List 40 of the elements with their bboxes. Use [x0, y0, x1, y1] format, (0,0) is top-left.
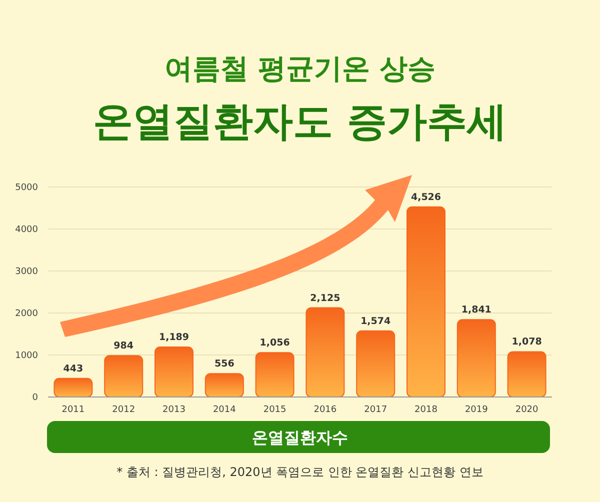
- data-label: 1,574: [360, 316, 392, 327]
- bar: [255, 352, 294, 398]
- chart-subtitle: 온열질환자도 증가추세: [93, 99, 507, 145]
- data-label: 1,841: [461, 304, 492, 316]
- y-tick-label: 1000: [15, 351, 38, 361]
- y-tick-label: 0: [32, 393, 38, 403]
- data-label: 4,526: [410, 192, 442, 203]
- y-tick-label: 4000: [15, 225, 38, 235]
- x-tick-label: 2020: [515, 405, 539, 415]
- x-tick-label: 2011: [62, 405, 85, 415]
- x-tick-label: 2012: [112, 405, 136, 415]
- chart-title: 여름철 평균기온 상승: [164, 52, 436, 85]
- text: * 출처 : 질병관리청, 2020년 폭염으로 인한 온열질환 신고현황 연보: [116, 465, 484, 479]
- x-tick-label: 2016: [314, 405, 337, 415]
- x-tick-label: 2019: [464, 405, 488, 415]
- data-label: 2,125: [310, 292, 340, 304]
- x-tick-label: 2017: [364, 405, 388, 415]
- data-label: 443: [63, 363, 84, 374]
- data-label: 1,189: [158, 332, 190, 344]
- x-axis-title: 온열질환자수: [252, 428, 348, 447]
- bar: [456, 319, 496, 398]
- y-tick-label: 5000: [15, 183, 38, 193]
- y-tick-label: 3000: [15, 267, 38, 277]
- bar: [154, 346, 194, 398]
- bar: [406, 206, 446, 398]
- x-tick-label: 2018: [414, 405, 438, 415]
- x-tick-label: 2014: [212, 405, 236, 415]
- y-tick-label: 2000: [15, 309, 38, 319]
- x-tick-label: 2015: [263, 405, 286, 415]
- bar: [507, 351, 546, 398]
- bar: [104, 355, 144, 398]
- bar: [356, 330, 396, 398]
- x-tick-label: 2013: [162, 405, 186, 415]
- data-label: 556: [214, 358, 235, 370]
- bar: [54, 378, 93, 398]
- data-label: 1,056: [260, 338, 290, 349]
- bar: [306, 307, 345, 398]
- bar: [204, 373, 244, 398]
- data-label: 1,078: [512, 336, 542, 348]
- data-label: 984: [114, 340, 134, 352]
